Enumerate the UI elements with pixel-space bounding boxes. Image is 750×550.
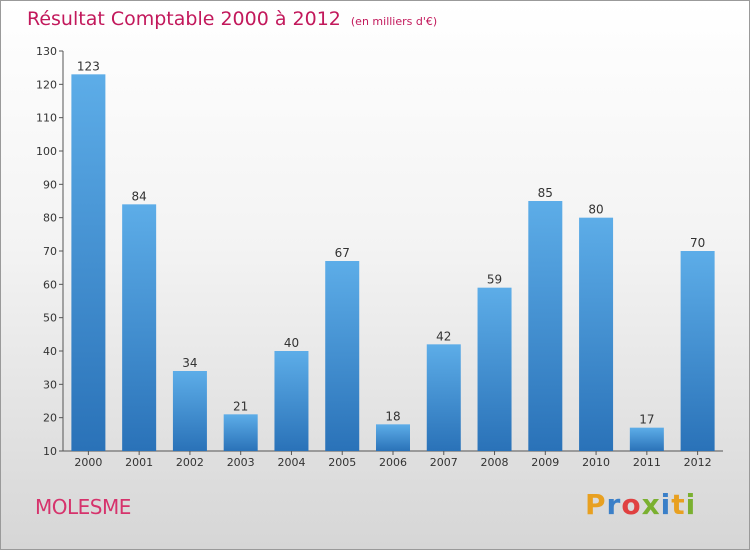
x-tick-label: 2009: [531, 456, 559, 469]
bars: 123 84 34 21 40 67 18 42 59 85 80 17 70: [71, 59, 715, 451]
proxiti-logo: Proxiti: [585, 488, 696, 521]
x-tick-label: 2005: [328, 456, 356, 469]
chart-title: Résultat Comptable 2000 à 2012 (en millie…: [27, 8, 437, 30]
x-tick-label: 2007: [430, 456, 458, 469]
x-tick-label: 2000: [74, 456, 102, 469]
bar-2008: [477, 287, 512, 451]
y-tick-label: 40: [43, 345, 57, 358]
x-tick-label: 2001: [125, 456, 153, 469]
value-label: 59: [487, 273, 502, 287]
x-tick-label: 2006: [379, 456, 407, 469]
x-tick-label: 2008: [481, 456, 509, 469]
y-tick-label: 50: [43, 312, 57, 325]
value-label: 80: [588, 203, 603, 217]
y-tick-label: 110: [36, 112, 57, 125]
logo-letter: i: [685, 488, 697, 521]
bar-2004: [274, 351, 309, 451]
value-label: 40: [284, 336, 299, 350]
chart-title-text: Résultat Comptable 2000 à 2012: [27, 8, 341, 30]
value-label: 34: [182, 356, 197, 370]
y-tick-label: 30: [43, 378, 57, 391]
value-label: 84: [132, 189, 147, 203]
y-tick-label: 120: [36, 78, 57, 91]
y-tick-label: 10: [43, 445, 57, 458]
logo-letter: P: [585, 488, 607, 521]
x-tick-label: 2010: [582, 456, 610, 469]
bar-2000: [71, 74, 106, 451]
y-tick-label: 100: [36, 145, 57, 158]
x-tick-label: 2012: [684, 456, 712, 469]
logo-letter: o: [621, 488, 642, 521]
bar-2002: [172, 371, 207, 451]
bar-2012: [680, 251, 715, 451]
y-tick-label: 70: [43, 245, 57, 258]
x-tick-label: 2003: [227, 456, 255, 469]
chart-unit: (en milliers d'€): [350, 15, 438, 28]
value-label: 42: [436, 329, 451, 343]
value-label: 85: [538, 186, 553, 200]
y-tick-label: 60: [43, 278, 57, 291]
value-label: 123: [77, 59, 100, 73]
y-tick-label: 90: [43, 178, 57, 191]
value-label: 18: [385, 409, 400, 423]
bar-2009: [528, 201, 563, 451]
x-tick-label: 2011: [633, 456, 661, 469]
value-label: 21: [233, 399, 248, 413]
logo-letter: i: [660, 488, 672, 521]
bar-2010: [579, 217, 614, 451]
bar-2001: [122, 204, 157, 451]
y-tick-label: 80: [43, 212, 57, 225]
y-tick-label: 130: [36, 45, 57, 58]
bar-2005: [325, 261, 360, 451]
x-tick-label: 2002: [176, 456, 204, 469]
bar-2006: [376, 424, 410, 451]
value-label: 70: [690, 236, 705, 250]
bar-2011: [629, 427, 664, 451]
commune-name: MOLESME: [35, 495, 131, 519]
logo-letter: r: [606, 488, 622, 521]
logo-letter: t: [671, 488, 686, 521]
logo-letter: x: [641, 488, 661, 521]
bar-2003: [223, 414, 258, 451]
y-tick-label: 20: [43, 412, 57, 425]
x-tick-label: 2004: [277, 456, 305, 469]
value-label: 67: [335, 246, 350, 260]
bar-2007: [426, 344, 461, 451]
value-label: 17: [639, 413, 654, 427]
